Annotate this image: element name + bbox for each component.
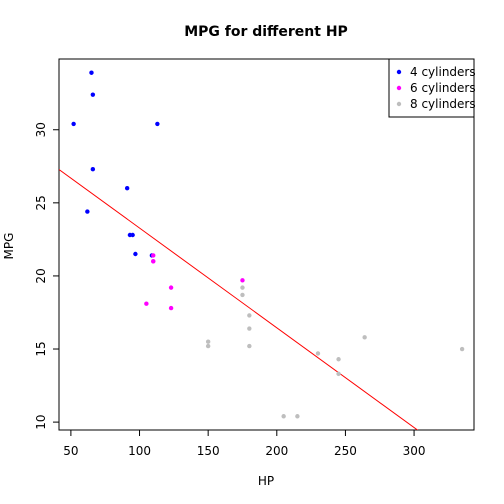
legend: 4 cylinders 6 cylinders 8 cylinders xyxy=(388,58,476,118)
data-point xyxy=(336,357,341,362)
data-point xyxy=(240,285,245,290)
data-point xyxy=(362,335,367,340)
data-point xyxy=(247,326,252,331)
legend-label: 8 cylinders xyxy=(410,97,476,111)
x-tick-label: 300 xyxy=(403,444,426,458)
x-tick-label: 100 xyxy=(128,444,151,458)
x-axis: 50 100 150 200 250 300 xyxy=(63,429,426,458)
x-tick-label: 150 xyxy=(197,444,220,458)
data-point xyxy=(295,414,300,419)
chart-title: MPG for different HP xyxy=(184,24,348,40)
series-3 xyxy=(205,285,465,419)
data-point xyxy=(240,292,245,298)
data-point xyxy=(168,285,174,290)
regression-line xyxy=(59,169,419,430)
data-point xyxy=(155,121,160,127)
data-point xyxy=(151,253,156,258)
data-point xyxy=(281,414,286,419)
data-point xyxy=(315,351,321,356)
data-point xyxy=(205,343,211,349)
x-tick-label: 200 xyxy=(265,444,288,458)
data-point xyxy=(247,313,252,318)
data-point xyxy=(89,70,94,75)
legend-marker xyxy=(396,85,402,91)
data-point xyxy=(336,371,341,377)
y-axis-title: MPG xyxy=(2,233,16,260)
legend-label: 4 cylinders xyxy=(410,65,476,79)
y-axis: 10 15 20 25 30 xyxy=(34,122,60,430)
data-point xyxy=(168,305,174,311)
data-point xyxy=(90,167,96,172)
legend-box xyxy=(388,58,475,118)
data-point xyxy=(124,186,130,191)
data-point xyxy=(85,209,90,214)
y-tick-label: 15 xyxy=(34,341,48,356)
data-point xyxy=(247,343,252,349)
data-point xyxy=(151,259,156,264)
y-tick-label: 30 xyxy=(34,122,48,137)
y-tick-label: 10 xyxy=(34,414,48,429)
x-tick-label: 250 xyxy=(334,444,357,458)
y-tick-label: 20 xyxy=(34,268,48,283)
data-point xyxy=(130,232,135,238)
data-point xyxy=(240,278,245,283)
x-tick-label: 50 xyxy=(63,444,78,458)
series-2 xyxy=(144,253,245,311)
data-point xyxy=(205,339,211,344)
data-point xyxy=(133,251,138,257)
data-point xyxy=(144,301,149,306)
plot-area xyxy=(59,70,465,430)
x-axis-title: HP xyxy=(258,474,274,488)
series-1 xyxy=(71,70,160,258)
data-point xyxy=(71,121,76,127)
y-tick-label: 25 xyxy=(34,195,48,210)
data-point xyxy=(90,92,96,97)
legend-marker xyxy=(396,101,402,107)
data-point xyxy=(459,346,465,352)
legend-label: 6 cylinders xyxy=(410,81,476,95)
legend-marker xyxy=(396,69,402,75)
